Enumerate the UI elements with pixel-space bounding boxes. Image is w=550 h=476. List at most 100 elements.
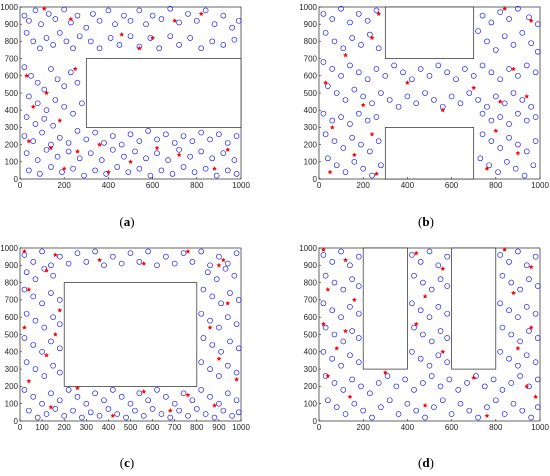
circle-point (116, 42, 123, 48)
circle-point (462, 66, 468, 72)
circle-point (70, 165, 76, 172)
circle-point (322, 272, 329, 279)
circle-point (367, 31, 373, 38)
star-series (21, 248, 240, 418)
circle-point (409, 252, 415, 258)
y-tick-label: 1000 (0, 3, 18, 12)
circle-point (506, 307, 512, 314)
circle-point (169, 171, 176, 177)
star-point (68, 16, 74, 22)
star-point (511, 66, 516, 72)
y-tick-label: 800 (304, 37, 318, 46)
circle-point (176, 146, 182, 153)
circle-point (375, 380, 382, 386)
circle-point (163, 393, 169, 400)
star-point (493, 128, 499, 133)
y-tick-label: 500 (5, 330, 19, 339)
circle-point (501, 100, 508, 107)
circle-point (532, 69, 539, 76)
circle-point (41, 86, 48, 93)
circle-point (400, 69, 406, 76)
circle-point (96, 17, 103, 24)
star-point (351, 152, 357, 158)
circle-point (154, 262, 160, 269)
circle-point (340, 387, 347, 393)
circle-point (171, 400, 178, 407)
circle-point (211, 21, 218, 28)
panel-caption: (d) (418, 455, 434, 470)
star-series (320, 247, 539, 418)
circle-point (229, 413, 235, 419)
circle-point (189, 397, 196, 404)
circle-point (506, 134, 512, 141)
circle-point (435, 304, 442, 310)
star-point (533, 394, 539, 399)
circle-point (56, 253, 63, 260)
circle-point (23, 29, 30, 36)
circle-point (45, 11, 52, 17)
circle-point (70, 407, 76, 414)
circle-point (74, 393, 81, 400)
circle-point (180, 164, 187, 170)
star-point (524, 383, 530, 389)
star-point (471, 375, 477, 380)
circle-point (231, 36, 238, 43)
circle-point (340, 338, 347, 345)
x-tick-label: 600 (146, 423, 160, 432)
circle-point (342, 169, 349, 175)
circle-point (48, 66, 54, 72)
circle-point (355, 283, 362, 289)
circle-point (114, 411, 121, 417)
panel-a: 0 100 200 300 400 500 600 700 800 900 1000 0 200 400 6… (0, 3, 250, 229)
y-tick-label: 300 (5, 365, 19, 374)
circle-point (68, 69, 74, 76)
circle-point (65, 148, 72, 155)
circle-point (187, 153, 193, 160)
circle-point (369, 100, 375, 107)
star-point (61, 166, 67, 171)
circle-point (355, 11, 362, 17)
circle-point (358, 42, 364, 48)
circle-point (171, 140, 178, 146)
circle-point (329, 259, 336, 265)
circle-point (428, 373, 435, 379)
circle-point (127, 400, 134, 407)
y-tick-label: 500 (304, 330, 318, 339)
circle-point (532, 359, 539, 365)
circle-point (112, 21, 118, 28)
circle-point (417, 259, 424, 265)
circle-point (342, 411, 349, 417)
circle-point (74, 128, 81, 134)
y-tick-label: 900 (5, 20, 19, 29)
y-tick-label: 200 (304, 140, 318, 149)
circle-point (63, 38, 70, 45)
circle-point (209, 342, 216, 348)
y-tick-label: 900 (5, 261, 19, 270)
circle-point (320, 252, 327, 258)
circle-point (367, 390, 373, 397)
star-point (327, 169, 333, 175)
circle-point (56, 345, 63, 352)
circle-point (235, 409, 242, 416)
circle-point (180, 133, 187, 139)
circle-point (523, 117, 530, 124)
circle-point (523, 352, 530, 359)
circle-point (486, 162, 492, 169)
circle-point (143, 155, 149, 162)
panel-caption: (b) (418, 214, 434, 229)
circle-point (437, 383, 444, 390)
circle-point (506, 259, 512, 265)
circle-point (61, 83, 67, 89)
y-tick-label: 700 (5, 296, 19, 305)
star-point (52, 252, 58, 258)
circle-point (167, 414, 174, 421)
circle-point (409, 300, 415, 307)
circle-point (123, 414, 129, 421)
circle-point (510, 90, 517, 96)
circle-point (453, 76, 459, 83)
y-tick-label: 100 (304, 400, 318, 409)
circle-point (349, 134, 355, 141)
circle-point (32, 7, 39, 14)
circle-point (426, 73, 433, 79)
circle-point (338, 314, 344, 321)
